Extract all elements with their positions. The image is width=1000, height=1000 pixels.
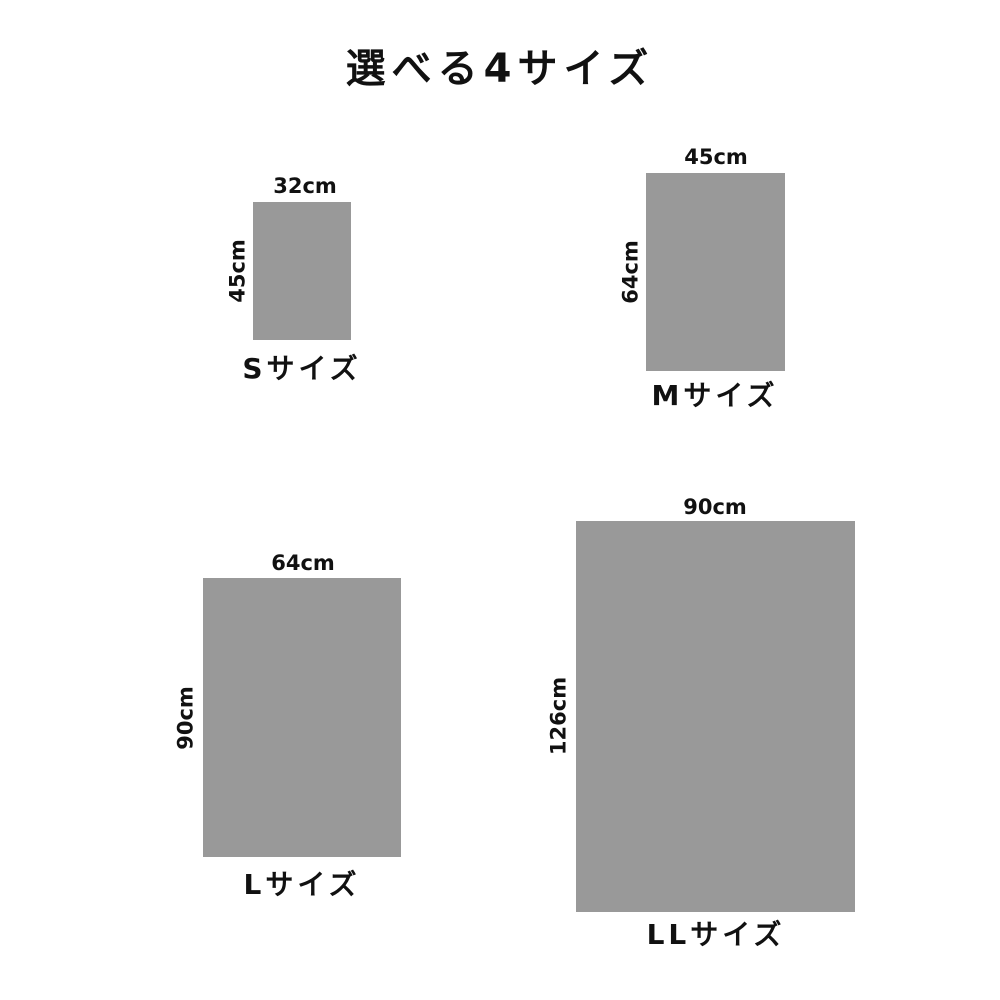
size-s-rect [253,202,351,340]
size-ll-rect [576,521,855,912]
size-ll-height-label: 126cm [546,676,571,756]
size-ll-name: LLサイズ [646,918,786,951]
size-l-name: Lサイズ [243,868,361,901]
size-m-name: Mサイズ [651,379,779,412]
page-title: 選べる4サイズ [345,46,655,92]
size-m-width-label: 45cm [684,145,748,169]
size-s-height-label: 45cm [225,239,250,303]
size-l-width-label: 64cm [271,551,335,575]
size-ll-width-label: 90cm [683,495,747,519]
size-l-rect [203,578,401,857]
size-m-rect [646,173,785,371]
size-s-name: Sサイズ [242,352,362,385]
size-l-height-label: 90cm [173,686,198,750]
size-s-width-label: 32cm [273,174,337,198]
size-m-height-label: 64cm [618,240,643,304]
